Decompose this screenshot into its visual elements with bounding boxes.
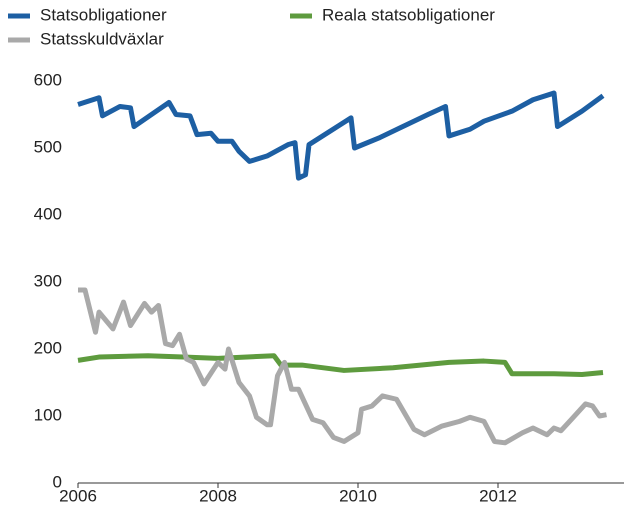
- x-tick-label: 2008: [199, 486, 237, 505]
- legend-label: Statsobligationer: [40, 5, 167, 24]
- x-tick-label: 2010: [339, 486, 377, 505]
- y-tick-label: 0: [53, 472, 62, 491]
- y-tick-label: 100: [34, 405, 62, 424]
- series-line: [77, 90, 605, 181]
- series-line: [77, 353, 604, 377]
- x-tick-label: 2006: [59, 486, 97, 505]
- x-tick-label: 2012: [479, 486, 517, 505]
- series-line: [78, 287, 607, 446]
- y-tick-label: 400: [34, 204, 62, 223]
- legend-label: Statsskuldväxlar: [40, 29, 164, 48]
- y-tick-label: 300: [34, 271, 62, 290]
- y-tick-label: 500: [34, 137, 62, 156]
- y-tick-label: 200: [34, 338, 62, 357]
- legend-label: Reala statsobligationer: [322, 5, 495, 24]
- y-tick-label: 600: [34, 70, 62, 89]
